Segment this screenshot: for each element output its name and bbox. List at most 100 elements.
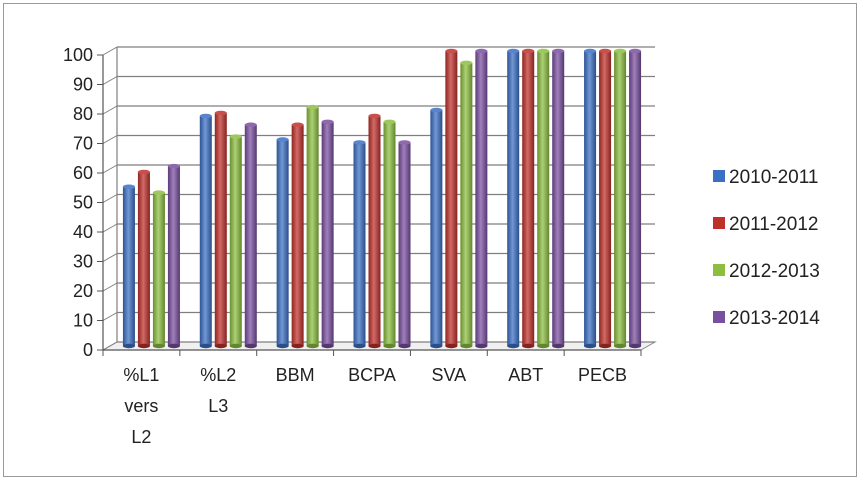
bar-top	[214, 110, 227, 116]
bar-top	[276, 137, 289, 142]
y-tick-label: 20	[73, 281, 93, 301]
bar-top	[507, 48, 520, 54]
gridline-depth	[102, 312, 118, 321]
y-tick-label: 80	[73, 104, 93, 124]
x-category-label: vers	[124, 396, 158, 416]
bar-base	[537, 343, 550, 349]
legend-label: 2011-2012	[729, 214, 818, 235]
bar	[167, 163, 180, 349]
bar-top	[152, 190, 165, 195]
legend-label: 2013-2014	[729, 308, 820, 329]
gridline-depth	[102, 223, 118, 233]
bar	[383, 119, 396, 349]
bar-base	[445, 343, 458, 349]
bar-base	[398, 343, 411, 349]
legend-entry: 2010-2011	[713, 167, 818, 188]
bar-top	[537, 48, 550, 54]
bar-top	[445, 48, 458, 54]
bar-top	[475, 48, 488, 54]
y-tick-label: 70	[73, 134, 93, 154]
bar-base	[122, 343, 135, 349]
bar	[398, 140, 411, 349]
bar-base	[167, 343, 180, 349]
gridline-depth	[102, 341, 118, 351]
bar-base	[614, 343, 627, 349]
bar-front	[276, 139, 289, 346]
bar	[152, 190, 165, 349]
bar-top	[244, 122, 257, 127]
bar-base	[321, 343, 334, 349]
bar	[584, 48, 597, 349]
bar-base	[291, 343, 304, 349]
bar-front	[214, 112, 227, 346]
bar	[353, 140, 366, 349]
bar	[137, 169, 150, 349]
y-tick-label: 40	[73, 222, 93, 242]
gridline-depth	[102, 282, 118, 292]
bar-front	[321, 121, 334, 346]
bar-base	[353, 343, 366, 349]
legend-entry: 2011-2012	[713, 214, 818, 235]
bar	[537, 48, 550, 349]
bar-base	[199, 343, 212, 349]
bar-base	[522, 343, 535, 349]
bar-base	[276, 343, 289, 349]
gridline-depth	[102, 164, 118, 174]
legend-swatch	[713, 264, 725, 276]
bar-top	[229, 134, 242, 139]
y-tick-label: 60	[73, 163, 93, 183]
bar-front	[552, 51, 565, 346]
bar	[430, 107, 443, 349]
bar-base	[214, 343, 227, 349]
bar-top	[398, 140, 411, 145]
bar	[368, 113, 381, 349]
bar-base	[244, 343, 257, 349]
bar	[522, 48, 535, 349]
bar-base	[306, 343, 319, 349]
bar-top	[306, 104, 319, 110]
bar-top	[584, 48, 597, 54]
bar-front	[152, 192, 165, 346]
bar-front	[445, 51, 458, 346]
legend-label: 2012-2013	[729, 261, 820, 282]
x-category-label: PECB	[578, 365, 627, 385]
bar-top	[368, 113, 381, 119]
bar-top	[614, 48, 627, 54]
bar	[199, 113, 212, 349]
legend-swatch	[713, 311, 725, 323]
bar	[460, 60, 473, 349]
bar	[244, 122, 257, 349]
gridline-depth	[102, 105, 118, 115]
bar-front	[507, 51, 520, 346]
x-category-label: %L1	[123, 365, 159, 385]
bar-base	[507, 343, 520, 349]
x-category-label: SVA	[432, 365, 467, 385]
y-tick-label: 10	[73, 311, 93, 331]
bar	[291, 122, 304, 349]
legend-swatch	[713, 217, 725, 229]
gridline-depth	[102, 46, 118, 56]
bar	[475, 48, 488, 349]
bar-top	[629, 48, 642, 54]
gridline-depth	[102, 194, 118, 203]
legend-entry: 2012-2013	[713, 261, 820, 282]
bar-top	[291, 122, 304, 127]
bar	[507, 48, 520, 349]
legend-swatch	[713, 170, 725, 182]
bar-front	[629, 51, 642, 346]
bar-top	[122, 184, 135, 189]
bar-front	[353, 142, 366, 346]
bar-front	[383, 121, 396, 346]
x-category-label: BBM	[276, 365, 315, 385]
bar-front	[475, 51, 488, 346]
bar-top	[353, 140, 366, 145]
y-tick-label: 90	[73, 75, 93, 95]
bar	[214, 110, 227, 349]
bar-base	[430, 343, 443, 349]
bar-base	[229, 343, 242, 349]
x-axis-labels: %L1 vers L2 %L2 L3 BBM BCPA SVA ABT PECB	[123, 365, 627, 447]
bar-top	[599, 48, 612, 54]
bar	[276, 137, 289, 349]
bar-front	[291, 124, 304, 346]
bar-base	[475, 343, 488, 349]
